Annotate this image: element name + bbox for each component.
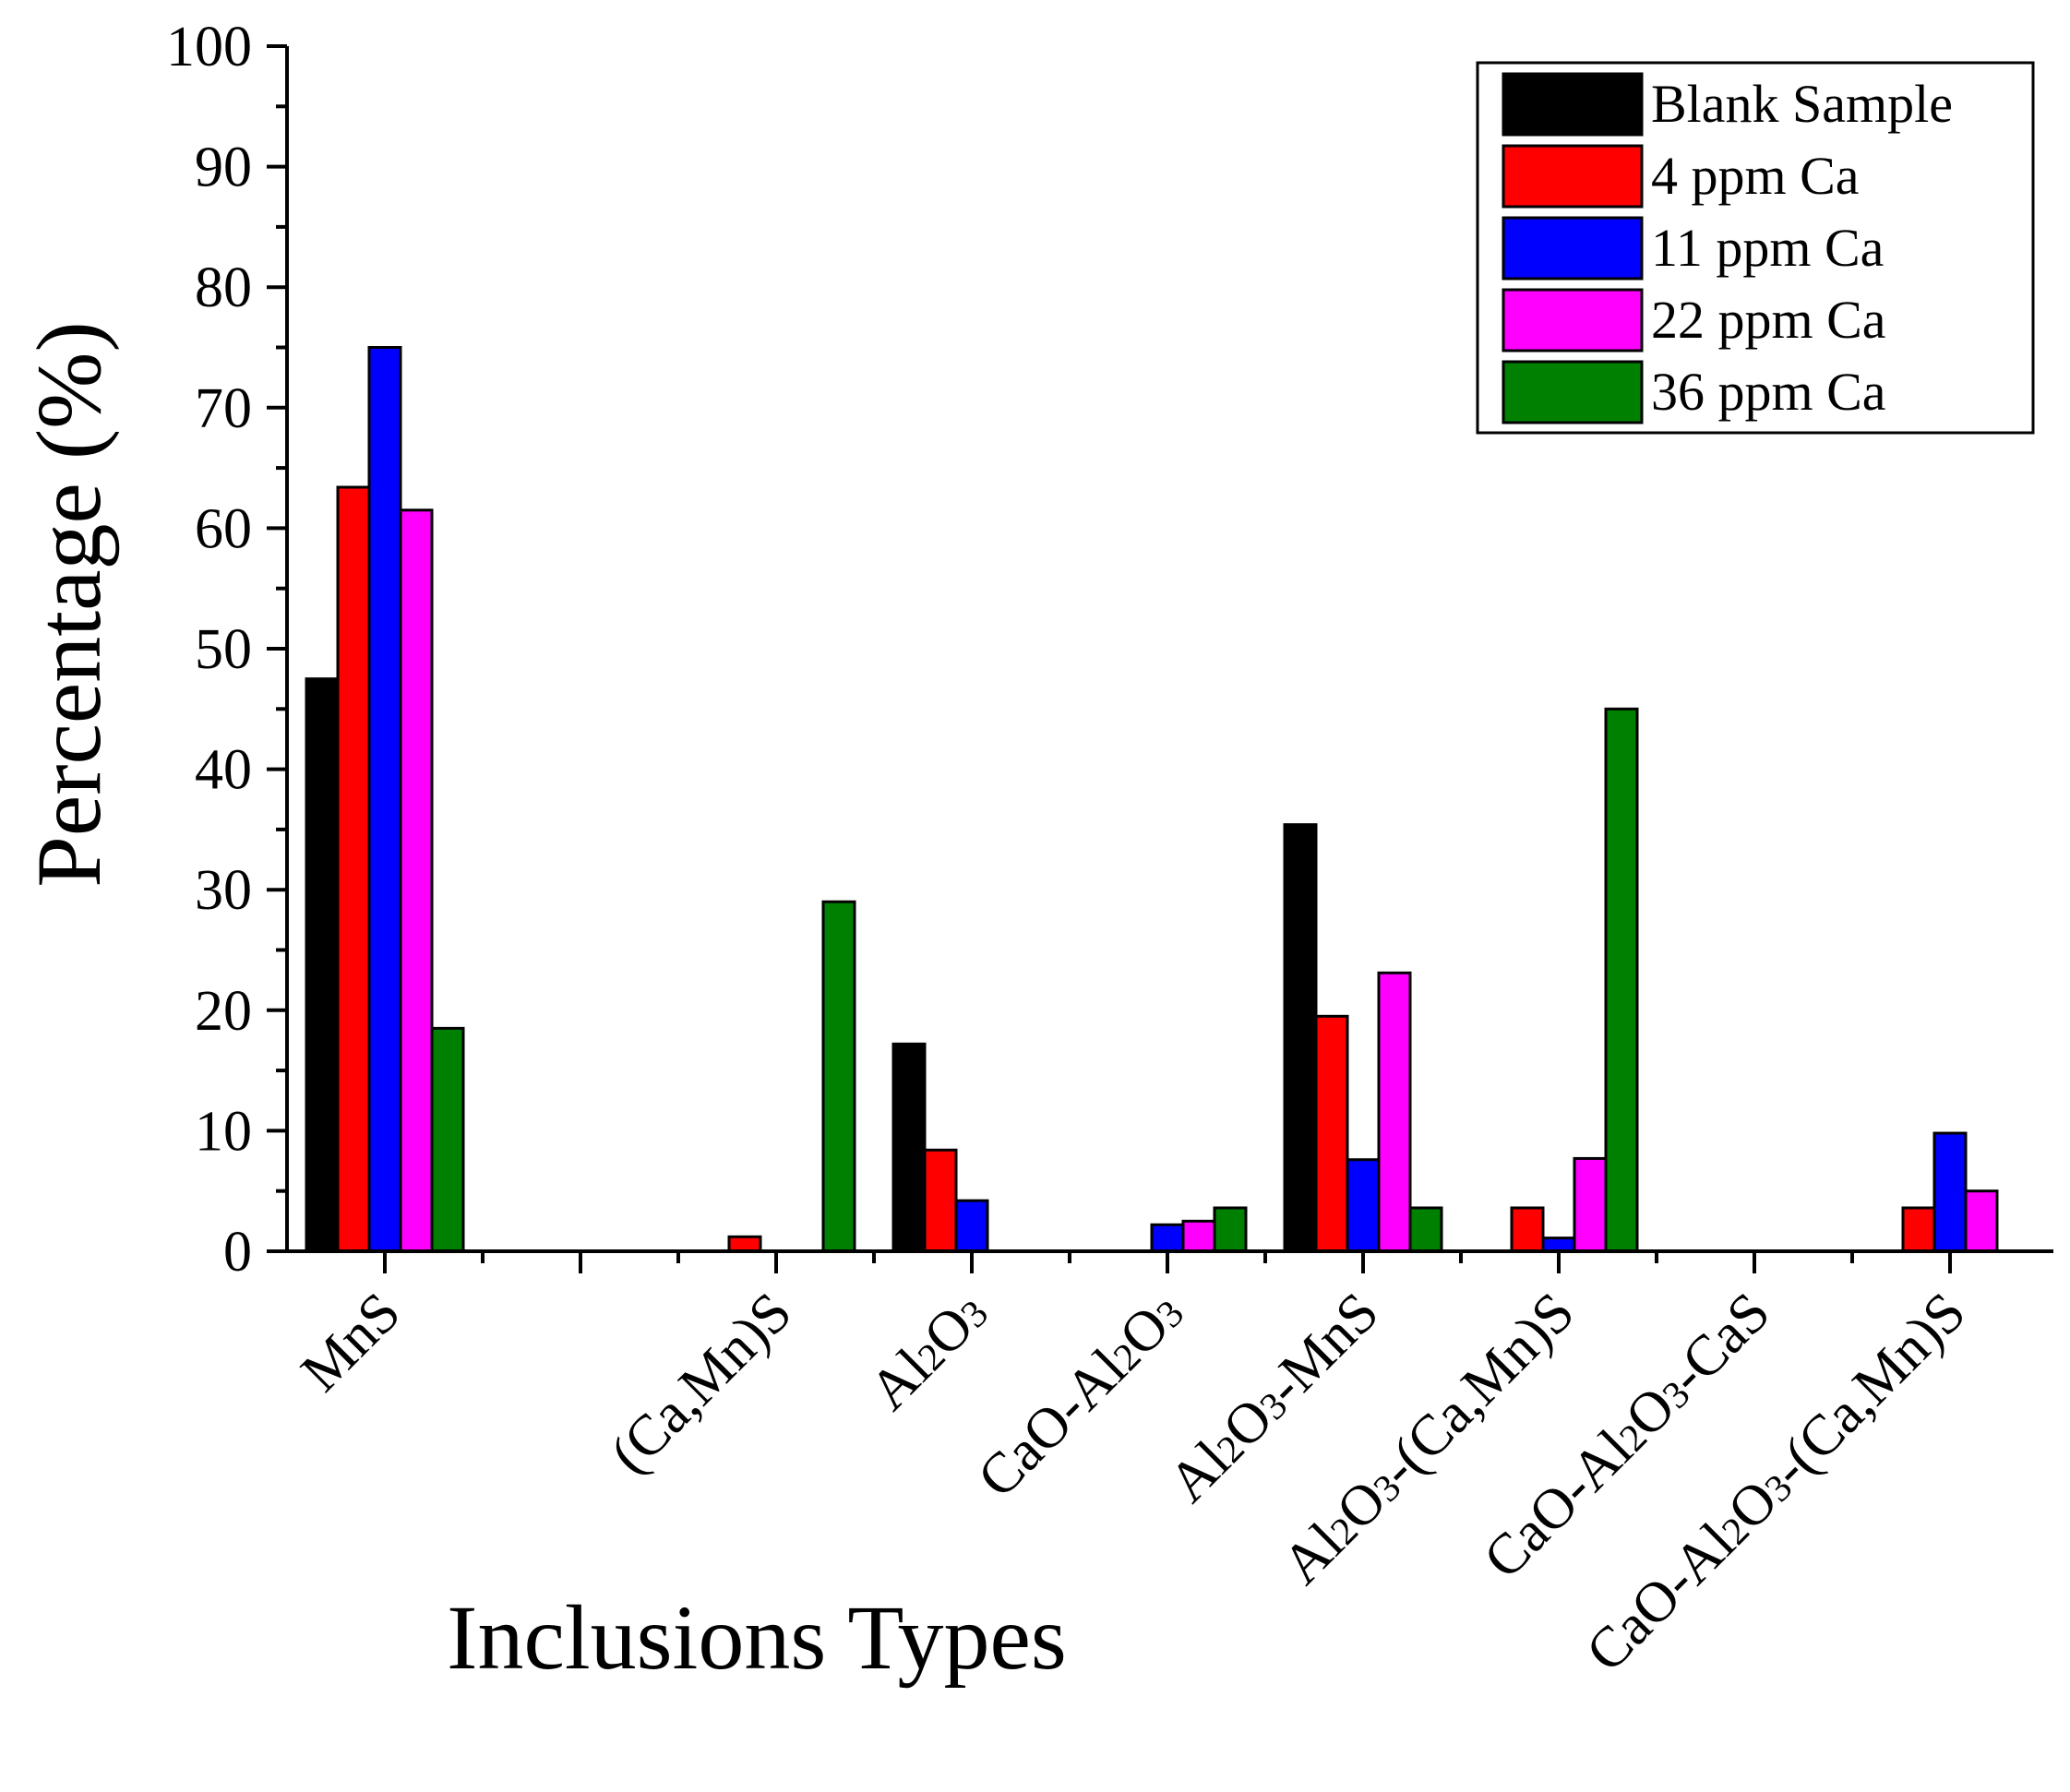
bar-1-3	[923, 1148, 958, 1253]
legend-label: 22 ppm Ca	[1651, 290, 1886, 350]
y-tick-label: 100	[166, 16, 252, 78]
bar-1-2	[727, 1235, 762, 1253]
bar-2-3	[954, 1199, 989, 1253]
bar-4-6	[1604, 707, 1639, 1253]
bar-1-8	[1901, 1206, 1936, 1253]
bar-2-0	[367, 346, 402, 1253]
y-tick-label: 90	[195, 137, 252, 199]
legend-swatch	[1502, 360, 1644, 424]
legend-label: 36 ppm Ca	[1651, 362, 1886, 422]
legend-swatch	[1502, 72, 1644, 137]
bar-3-4	[1181, 1219, 1216, 1253]
bar-4-0	[430, 1026, 465, 1253]
bar-1-5	[1314, 1014, 1349, 1253]
x-axis-title: Inclusions Types	[447, 1586, 1067, 1689]
x-tick-label: Al2O3	[858, 1281, 999, 1422]
bar-4-4	[1213, 1206, 1248, 1253]
y-tick-label: 60	[195, 497, 252, 560]
y-tick-label: 80	[195, 257, 252, 319]
bar-1-0	[336, 485, 371, 1253]
y-tick-label: 10	[195, 1100, 252, 1163]
bar-4-5	[1408, 1206, 1443, 1253]
x-tick-label: CaO-Al2O3	[966, 1281, 1195, 1510]
bar-0-0	[305, 677, 340, 1253]
x-tick-label: CaO-Al2O3-(Ca,Mn)S	[1574, 1281, 1978, 1684]
y-tick-label: 70	[195, 377, 252, 440]
bar-3-0	[399, 508, 434, 1253]
legend-swatch	[1502, 288, 1644, 352]
legend-swatch	[1502, 144, 1644, 209]
y-tick-label: 20	[195, 980, 252, 1043]
legend: Blank Sample 4 ppm Ca 11 ppm Ca 22 ppm Ca 36…	[1476, 61, 2035, 435]
bars-layer	[305, 346, 1999, 1253]
bar-4-2	[821, 900, 856, 1253]
y-tick-label: 0	[223, 1221, 252, 1284]
y-tick-label: 40	[195, 739, 252, 802]
bar-2-5	[1346, 1158, 1381, 1253]
bar-2-6	[1541, 1236, 1576, 1253]
y-ticks: 0 10 20 30 40 50 60 70 80 90 100	[166, 16, 287, 1284]
bar-3-6	[1573, 1156, 1608, 1253]
x-tick-label: (Ca,Mn)S	[599, 1281, 804, 1486]
bar-2-4	[1150, 1223, 1185, 1253]
bar-1-6	[1510, 1206, 1545, 1253]
legend-label: 11 ppm Ca	[1651, 218, 1884, 278]
x-tick-label: MnS	[290, 1281, 413, 1404]
y-axis-title: Percentage (%)	[18, 321, 120, 888]
legend-label: 4 ppm Ca	[1651, 146, 1860, 206]
bar-0-3	[891, 1042, 927, 1253]
bar-0-5	[1283, 823, 1318, 1253]
bar-2-8	[1932, 1131, 1968, 1253]
legend-swatch	[1502, 216, 1644, 281]
y-tick-label: 50	[195, 618, 252, 681]
y-tick-label: 30	[195, 859, 252, 922]
bar-3-5	[1377, 971, 1412, 1253]
legend-label: Blank Sample	[1651, 74, 1953, 134]
bar-3-8	[1964, 1189, 1999, 1253]
